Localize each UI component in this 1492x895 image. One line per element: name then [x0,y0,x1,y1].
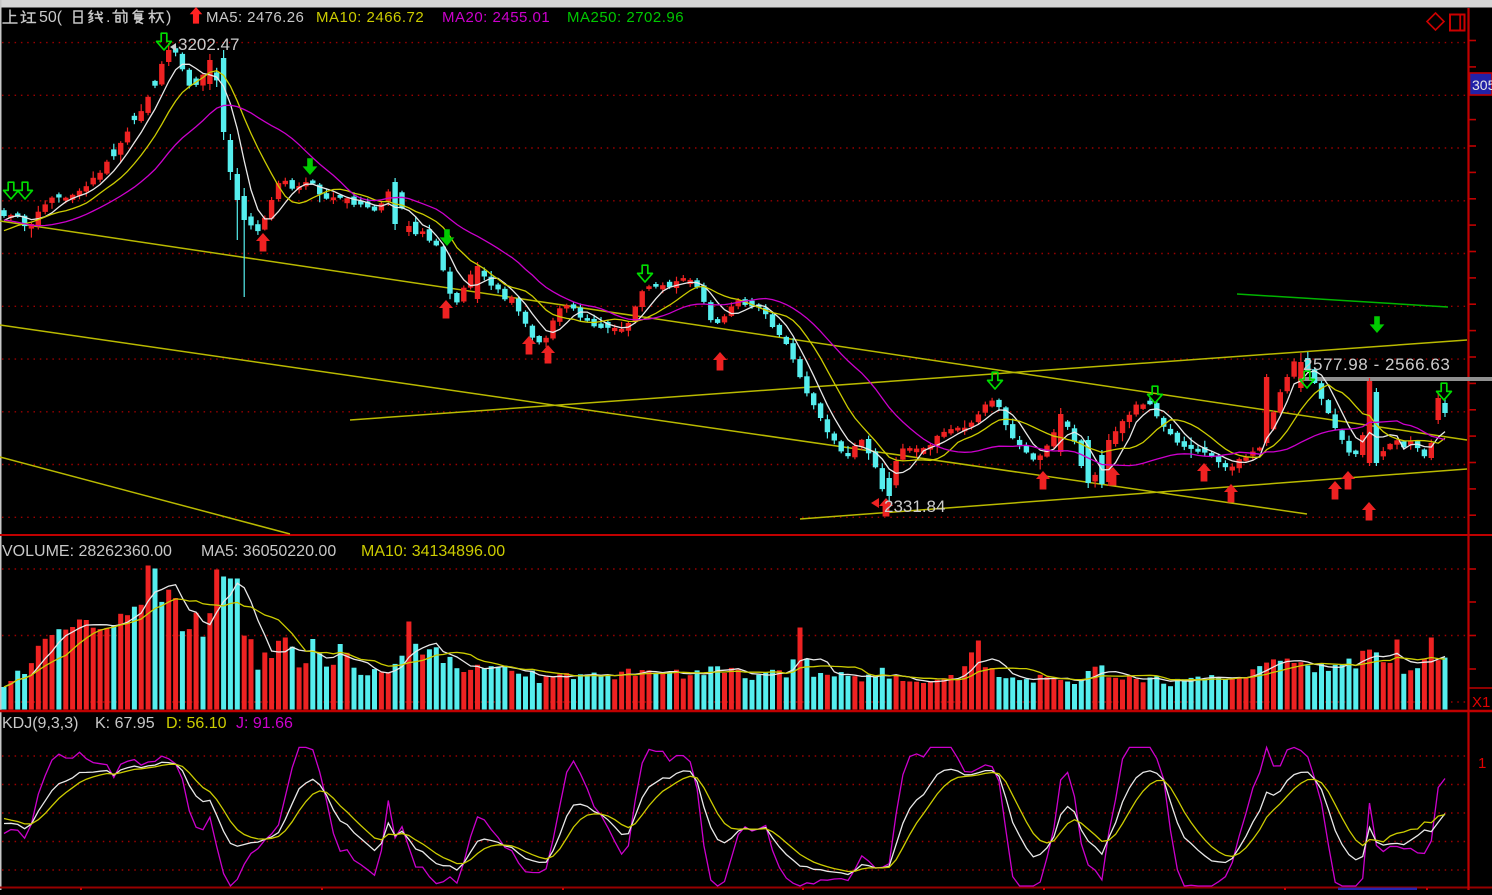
svg-text:VOLUME: 28262360.00: VOLUME: 28262360.00 [2,543,172,560]
svg-text:2577.98 - 2566.63: 2577.98 - 2566.63 [1303,355,1450,374]
svg-text:MA5: 36050220.00: MA5: 36050220.00 [201,543,336,560]
svg-text:MA250: 2702.96: MA250: 2702.96 [567,9,684,26]
svg-text:.: . [106,9,110,26]
svg-text:J: 91.66: J: 91.66 [236,715,293,732]
svg-text:X1: X1 [1472,694,1490,711]
svg-text:50(: 50( [39,9,63,26]
svg-text:MA5: 2476.26: MA5: 2476.26 [206,9,304,26]
svg-text:MA10: 2466.72: MA10: 2466.72 [316,9,424,26]
svg-text:MA10: 34134896.00: MA10: 34134896.00 [361,543,505,560]
svg-text:KDJ(9,3,3): KDJ(9,3,3) [2,715,78,732]
svg-text:K: 67.95: K: 67.95 [95,715,155,732]
svg-text:3202.47: 3202.47 [178,35,239,54]
svg-text:305: 305 [1472,77,1492,93]
svg-text:D: 56.10: D: 56.10 [166,715,227,732]
svg-text:2331.84: 2331.84 [884,497,945,516]
svg-text:1: 1 [1478,755,1486,772]
svg-text:MA20: 2455.01: MA20: 2455.01 [442,9,550,26]
svg-text:): ) [166,9,171,26]
